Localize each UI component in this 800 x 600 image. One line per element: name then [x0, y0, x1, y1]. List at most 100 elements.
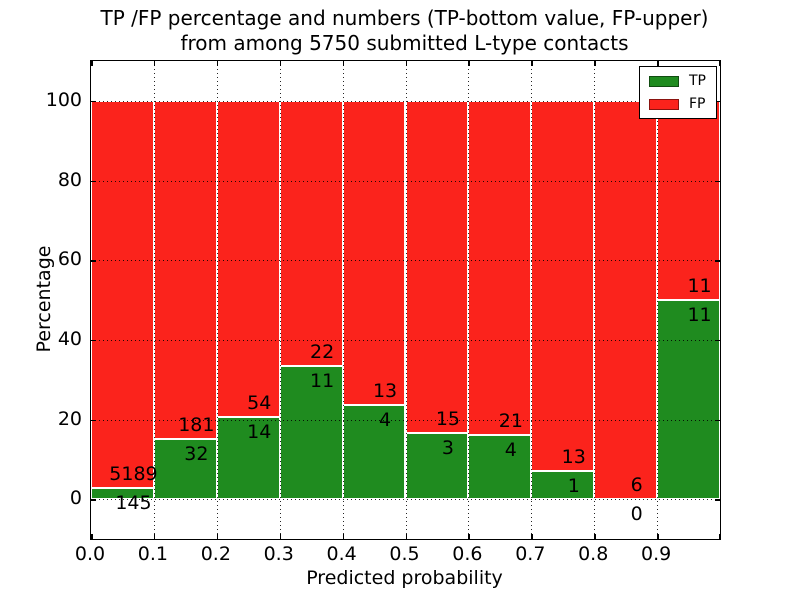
x-tick-label: 0.1 [137, 543, 168, 565]
fp-count-label: 21 [498, 410, 523, 433]
x-tick-mark-top [531, 61, 533, 66]
x-tick-label: 0.0 [74, 543, 106, 565]
y-tick-label: 0 [69, 487, 82, 510]
y-tick-mark-right [715, 180, 720, 182]
x-tick-mark-top [405, 61, 407, 66]
tp-bar-segment [657, 300, 720, 500]
tp-count-label: 14 [247, 421, 272, 444]
fp-bar-segment [216, 100, 280, 418]
x-gridline [279, 61, 281, 539]
tp-count-label: 1 [567, 474, 580, 497]
x-tick-mark [153, 534, 156, 539]
tp-bar-segment [405, 432, 469, 500]
tp-count-label: 145 [115, 492, 152, 515]
x-axis-label: Predicted probability [306, 567, 503, 589]
x-tick-label: 0.3 [263, 543, 294, 565]
fp-bar-segment [468, 100, 532, 436]
fp-count-label: 13 [372, 380, 398, 403]
chart-title: TP /FP percentage and numbers (TP-bottom… [90, 6, 719, 56]
x-gridline [342, 61, 344, 539]
tp-count-label: 0 [630, 503, 643, 526]
x-tick-mark [342, 534, 345, 539]
x-gridline [657, 61, 659, 539]
y-tick-label: 80 [57, 168, 82, 191]
fp-bar-segment [342, 100, 406, 406]
y-tick-label: 60 [57, 248, 82, 271]
tp-legend-swatch [649, 75, 679, 87]
y-tick-mark [91, 260, 96, 262]
x-tick-mark [657, 534, 659, 539]
x-gridline [531, 61, 533, 539]
y-tick-mark [91, 100, 96, 103]
x-tick-mark-top [279, 61, 282, 66]
tp-count-label: 4 [504, 439, 517, 462]
x-tick-label: 0.2 [200, 543, 231, 565]
x-tick-mark [216, 534, 219, 539]
tp-count-label: 11 [687, 304, 712, 326]
fp-bar-segment [279, 100, 343, 367]
legend-label: FP [689, 96, 706, 112]
x-gridline [594, 61, 596, 539]
fp-bar-segment [657, 100, 720, 300]
tp-bar-segment [279, 366, 343, 500]
y-tick-label: 40 [57, 327, 82, 350]
fp-bar-segment [153, 100, 217, 440]
fp-count-label: 54 [247, 392, 272, 415]
y-tick-mark-right [715, 419, 720, 421]
x-tick-mark-top [91, 61, 93, 66]
y-tick-label: 100 [45, 88, 82, 111]
tp-count-label: 4 [378, 409, 392, 432]
tp-count-label: 3 [441, 436, 454, 459]
x-tick-mark [279, 534, 282, 539]
x-tick-label: 0.9 [640, 543, 672, 565]
tp-count-label: 32 [184, 443, 209, 466]
y-tick-mark [91, 499, 96, 501]
x-gridline [153, 61, 155, 539]
x-gridline [216, 61, 218, 539]
x-tick-mark [91, 534, 93, 539]
chart-title-line1: TP /FP percentage and numbers (TP-bottom… [100, 6, 709, 30]
fp-count-label: 6 [630, 474, 643, 497]
x-tick-mark-top [594, 61, 596, 66]
fp-count-label: 22 [310, 341, 335, 364]
y-tick-label: 20 [57, 407, 82, 430]
fp-legend-swatch [649, 98, 679, 110]
fp-bar-segment [405, 100, 469, 433]
chart-title-line2: from among 5750 submitted L-type contact… [180, 31, 629, 55]
x-gridline [405, 61, 407, 539]
x-tick-mark-top [216, 61, 219, 66]
fp-count-label: 5189 [109, 463, 158, 486]
tp-bar-segment [468, 435, 532, 500]
y-tick-mark [91, 180, 96, 182]
x-tick-label: 0.5 [389, 543, 420, 565]
x-tick-mark-top [153, 61, 156, 66]
fp-bar-segment [594, 100, 658, 500]
x-tick-mark [468, 534, 470, 539]
fp-count-label: 11 [687, 275, 712, 297]
fp-count-label: 15 [435, 407, 461, 430]
y-tick-mark [91, 339, 96, 342]
legend-row: TP [649, 74, 706, 88]
legend-row: FP [649, 97, 706, 111]
x-tick-label: 0.6 [452, 543, 483, 565]
legend-label: TP [689, 73, 706, 89]
x-tick-mark [594, 534, 596, 539]
tp-bar-segment [91, 488, 154, 500]
x-tick-mark-top [342, 61, 345, 66]
x-tick-mark [718, 534, 720, 539]
x-tick-mark-top [468, 61, 470, 66]
fp-bar-segment [91, 100, 154, 489]
x-tick-mark [531, 534, 533, 539]
legend: TP FP [639, 66, 717, 119]
fp-count-label: 13 [561, 445, 586, 468]
tp-count-label: 11 [310, 370, 335, 393]
y-tick-mark-right [715, 499, 720, 501]
x-tick-mark [405, 534, 407, 539]
x-gridline [468, 61, 470, 539]
y-tick-mark-right [715, 339, 720, 342]
fp-count-label: 181 [178, 414, 215, 437]
x-tick-mark-top [657, 61, 659, 66]
x-tick-label: 0.7 [515, 543, 546, 565]
y-tick-mark-right [715, 260, 720, 262]
